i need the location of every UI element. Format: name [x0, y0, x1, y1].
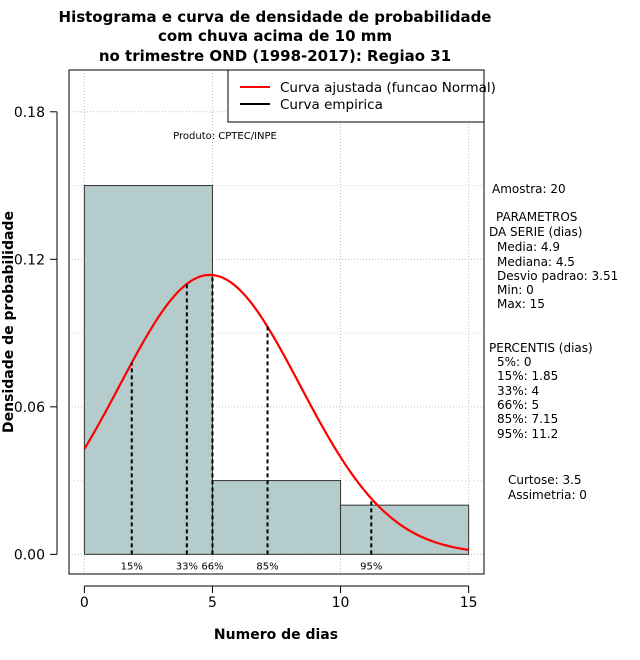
- stat-kurtosis: Curtose: 3.5: [508, 473, 582, 487]
- legend-label-empirical: Curva empirica: [280, 97, 383, 113]
- legend: Curva ajustada (funcao Normal) Curva emp…: [227, 69, 496, 123]
- stat-p5: 5%: 0: [497, 355, 532, 369]
- credit-text: Produto: CPTEC/INPE: [173, 131, 277, 142]
- bars-layer: [83, 185, 470, 555]
- stat-median: Mediana: 4.5: [497, 255, 575, 269]
- stat-min: Min: 0: [497, 283, 534, 297]
- stat-p95: 95%: 11.2: [497, 427, 558, 441]
- curve-layer: [83, 273, 469, 551]
- y-tick-label-2: 0.12: [14, 252, 45, 268]
- x-tick-label-3: 15: [460, 595, 478, 611]
- stat-p66: 66%: 5: [497, 398, 539, 412]
- stat-percentiles-header: PERCENTIS (dias): [489, 341, 593, 355]
- chart-title-line-2: com chuva acima de 10 mm: [158, 27, 392, 45]
- legend-box: [227, 69, 485, 123]
- percentile-label-4: 95%: [360, 561, 382, 572]
- axes-layer: 0 5 10 15 0.00 0.06 0.12 0.18: [14, 105, 478, 611]
- y-axis-label: Densidade de probabilidade: [1, 211, 17, 433]
- x-tick-label-0: 0: [80, 595, 89, 611]
- stat-mean: Media: 4.9: [497, 240, 560, 254]
- stat-params-header-1: PARAMETROS: [496, 210, 577, 224]
- percentile-label-3: 85%: [256, 561, 278, 572]
- percentile-markers: 15% 33% 66% 85% 95%: [121, 275, 382, 572]
- y-tick-label-3: 0.18: [14, 105, 45, 121]
- stat-p85: 85%: 7.15: [497, 412, 558, 426]
- y-tick-label-0: 0.00: [14, 547, 45, 563]
- x-tick-label-1: 5: [208, 595, 217, 611]
- fitted-normal-curve: [83, 273, 469, 551]
- chart-title-line-1: Histograma e curva de densidade de proba…: [59, 8, 492, 26]
- percentile-label-0: 15%: [121, 561, 143, 572]
- side-stats: Amostra: 20 PARAMETROS DA SERIE (dias) M…: [489, 182, 618, 502]
- chart-title-line-3: no trimestre OND (1998-2017): Regiao 31: [99, 47, 451, 65]
- x-tick-label-2: 10: [332, 595, 350, 611]
- legend-label-fitted: Curva ajustada (funcao Normal): [280, 80, 496, 96]
- stat-std-dev: Desvio padrao: 3.51: [497, 269, 618, 283]
- stat-p15: 15%: 1.85: [497, 369, 558, 383]
- x-axis-label: Numero de dias: [214, 627, 338, 643]
- stat-p33: 33%: 4: [497, 384, 539, 398]
- stat-max: Max: 15: [497, 297, 545, 311]
- histogram-bar-0: [83, 185, 213, 555]
- stat-skewness: Assimetria: 0: [508, 488, 587, 502]
- stat-params-header-2: DA SERIE (dias): [489, 225, 582, 239]
- percentile-label-2: 66%: [201, 561, 223, 572]
- y-tick-label-1: 0.06: [14, 400, 45, 416]
- percentile-label-1: 33%: [176, 561, 198, 572]
- histogram-bar-1: [211, 480, 342, 555]
- stat-sample-size: Amostra: 20: [492, 182, 566, 196]
